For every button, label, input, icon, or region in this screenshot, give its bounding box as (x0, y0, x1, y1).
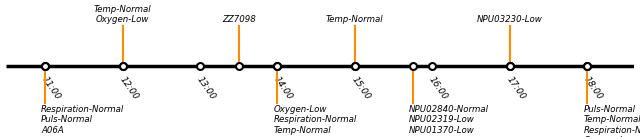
Text: Temp-Normal
Oxygen-Low: Temp-Normal Oxygen-Low (93, 5, 152, 24)
Text: 12:00: 12:00 (118, 75, 140, 102)
Text: NPU03230-Low: NPU03230-Low (477, 15, 543, 24)
Text: Oxygen-Low
Respiration-Normal
Temp-Normal: Oxygen-Low Respiration-Normal Temp-Norma… (273, 105, 356, 135)
Text: 15:00: 15:00 (350, 75, 372, 102)
Text: 13:00: 13:00 (195, 75, 217, 102)
Text: NPU02840-Normal
NPU02319-Low
NPU01370-Low: NPU02840-Normal NPU02319-Low NPU01370-Lo… (409, 105, 489, 135)
Text: Puls-Normal
Temp-Normal
Respiration-Normal
Oxygen-low: Puls-Normal Temp-Normal Respiration-Norm… (583, 105, 640, 137)
Text: Respiration-Normal
Puls-Normal
A06A: Respiration-Normal Puls-Normal A06A (41, 105, 125, 135)
Text: 17:00: 17:00 (505, 75, 527, 102)
Text: ZZ7098: ZZ7098 (222, 15, 255, 24)
Text: 18:00: 18:00 (582, 75, 604, 102)
Text: Temp-Normal: Temp-Normal (326, 15, 383, 24)
Text: 16:00: 16:00 (428, 75, 449, 102)
Text: 11:00: 11:00 (40, 75, 62, 102)
Text: 14:00: 14:00 (273, 75, 294, 102)
